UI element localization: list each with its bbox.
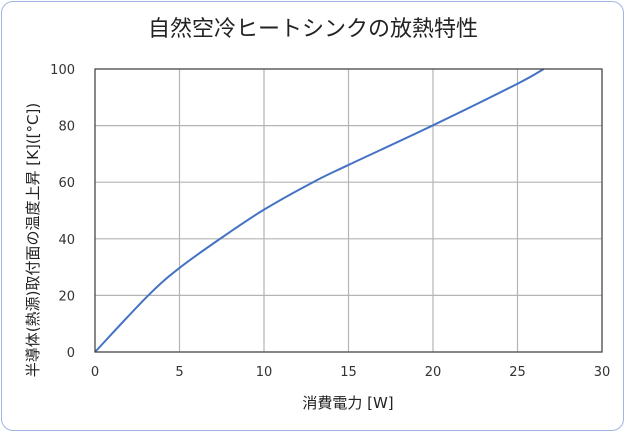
y-tick-label: 80 — [58, 120, 75, 135]
y-tick-label: 100 — [50, 63, 75, 78]
series-line — [94, 68, 545, 353]
plot-border — [94, 68, 603, 353]
x-tick-label: 15 — [340, 365, 357, 380]
x-tick-label: 25 — [509, 365, 526, 380]
x-tick-label: 0 — [91, 365, 99, 380]
y-axis-label: 半導体(熱源)取付面の温度上昇 [K]([°C]) — [24, 103, 42, 377]
y-tick-label: 0 — [67, 346, 75, 361]
y-tick-label: 20 — [58, 289, 75, 304]
x-tick-label: 5 — [175, 365, 183, 380]
x-tick-label: 10 — [256, 365, 273, 380]
chart-title: 自然空冷ヒートシンクの放熱特性 — [148, 17, 478, 42]
y-tick-label: 60 — [58, 176, 75, 191]
x-axis-label: 消費電力 [W] — [302, 394, 393, 412]
y-tick-label: 40 — [58, 233, 75, 248]
x-tick-label: 20 — [425, 365, 442, 380]
x-tick-label: 30 — [594, 365, 611, 380]
